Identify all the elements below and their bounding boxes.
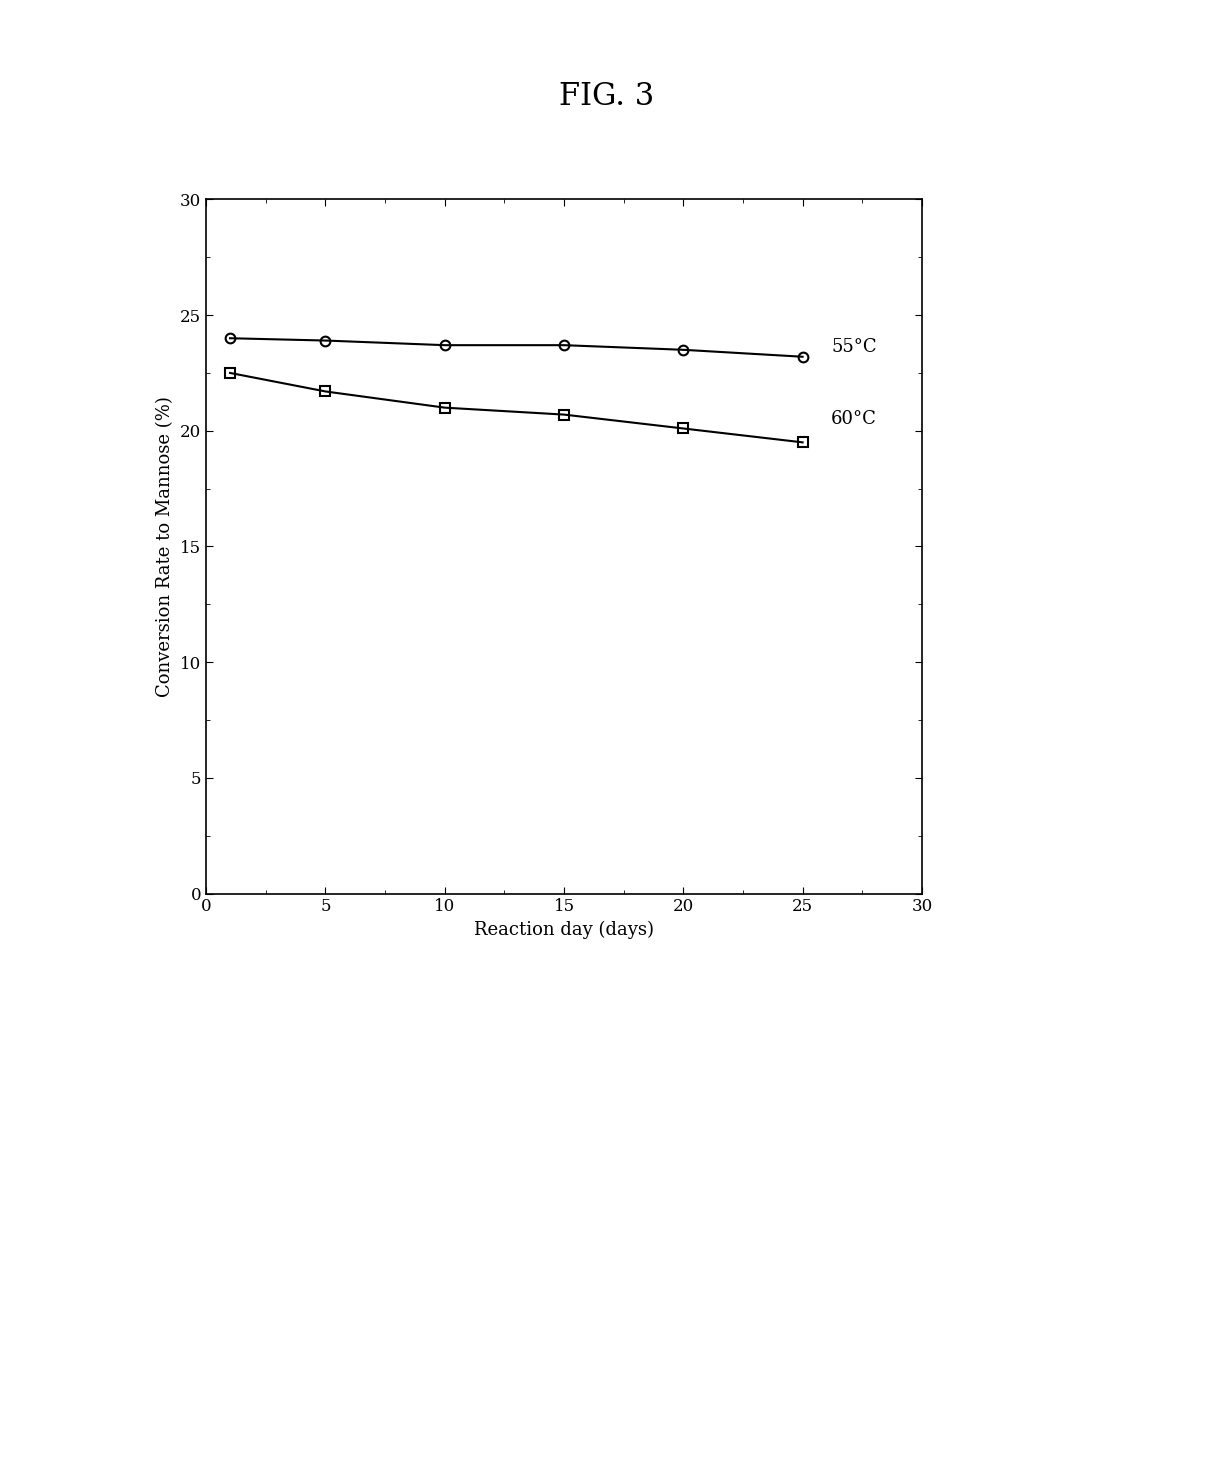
Y-axis label: Conversion Rate to Mannose (%): Conversion Rate to Mannose (%) [156,396,175,697]
Text: 55°C: 55°C [831,338,877,356]
Text: FIG. 3: FIG. 3 [559,81,654,111]
Text: 60°C: 60°C [831,411,877,428]
X-axis label: Reaction day (days): Reaction day (days) [474,922,654,939]
